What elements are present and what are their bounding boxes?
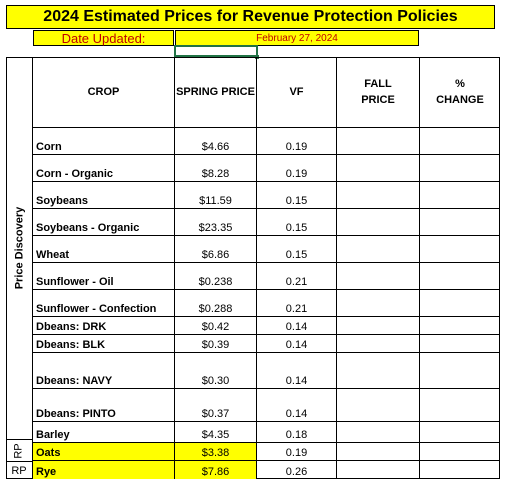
- spring-price-cell[interactable]: $0.30: [175, 353, 257, 389]
- crop-cell[interactable]: Barley: [33, 422, 175, 443]
- price-discovery-text: Price Discovery: [13, 206, 26, 290]
- vf-cell[interactable]: 0.14: [257, 335, 337, 353]
- spring-price-cell[interactable]: $0.288: [175, 290, 257, 317]
- vf-cell[interactable]: 0.14: [257, 389, 337, 422]
- percent-change-cell[interactable]: [420, 335, 500, 353]
- percent-change-cell[interactable]: [420, 128, 500, 155]
- vf-cell[interactable]: 0.18: [257, 422, 337, 443]
- fall-price-cell[interactable]: [337, 353, 420, 389]
- vf-cell[interactable]: 0.14: [257, 317, 337, 335]
- percent-change-cell[interactable]: [420, 263, 500, 290]
- percent-change-cell[interactable]: [420, 461, 500, 479]
- vf-cell[interactable]: 0.21: [257, 290, 337, 317]
- rp-label-rye: RP: [6, 461, 33, 479]
- selected-cell[interactable]: [174, 45, 258, 57]
- vf-cell[interactable]: 0.19: [257, 128, 337, 155]
- fall-price-cell[interactable]: [337, 317, 420, 335]
- spring-price-cell[interactable]: $11.59: [175, 182, 257, 209]
- crop-cell[interactable]: Corn - Organic: [33, 155, 175, 182]
- header-crop-text: CROP: [87, 86, 120, 98]
- fall-price-cell[interactable]: [337, 209, 420, 236]
- spring-price-cell[interactable]: $7.86: [175, 461, 257, 479]
- header-percent-change[interactable]: % CHANGE: [420, 57, 500, 128]
- vf-cell[interactable]: 0.15: [257, 182, 337, 209]
- percent-change-cell[interactable]: [420, 317, 500, 335]
- header-fall-line2: PRICE: [361, 94, 395, 106]
- crop-cell[interactable]: Dbeans: BLK: [33, 335, 175, 353]
- header-spring-text: SPRING PRICE: [176, 86, 255, 98]
- percent-change-cell[interactable]: [420, 353, 500, 389]
- spring-price-cell[interactable]: $3.38: [175, 443, 257, 461]
- fall-price-cell[interactable]: [337, 236, 420, 263]
- percent-change-cell[interactable]: [420, 236, 500, 263]
- fall-price-cell[interactable]: [337, 128, 420, 155]
- crop-cell[interactable]: Soybeans - Organic: [33, 209, 175, 236]
- fall-price-cell[interactable]: [337, 182, 420, 209]
- percent-change-cell[interactable]: [420, 209, 500, 236]
- date-updated-value[interactable]: February 27, 2024: [175, 30, 419, 46]
- crop-cell[interactable]: Sunflower - Oil: [33, 263, 175, 290]
- crop-cell[interactable]: Dbeans: NAVY: [33, 353, 175, 389]
- vf-cell[interactable]: 0.19: [257, 443, 337, 461]
- vf-cell[interactable]: 0.15: [257, 209, 337, 236]
- crop-cell[interactable]: Oats: [33, 443, 175, 461]
- fall-price-cell[interactable]: [337, 335, 420, 353]
- fall-price-cell[interactable]: [337, 155, 420, 182]
- rp-text-oats: RP: [13, 442, 25, 459]
- fall-price-cell[interactable]: [337, 443, 420, 461]
- vf-cell[interactable]: 0.21: [257, 263, 337, 290]
- header-change-line2: CHANGE: [436, 94, 484, 106]
- spring-price-cell[interactable]: $0.42: [175, 317, 257, 335]
- crop-cell[interactable]: Wheat: [33, 236, 175, 263]
- percent-change-cell[interactable]: [420, 389, 500, 422]
- fall-price-cell[interactable]: [337, 461, 420, 479]
- spring-price-cell[interactable]: $6.86: [175, 236, 257, 263]
- crop-cell[interactable]: Soybeans: [33, 182, 175, 209]
- crop-cell[interactable]: Sunflower - Confection: [33, 290, 175, 317]
- vf-cell[interactable]: 0.26: [257, 461, 337, 479]
- spring-price-cell[interactable]: $0.39: [175, 335, 257, 353]
- crop-cell[interactable]: Rye: [33, 461, 175, 479]
- rp-text-rye: RP: [11, 464, 27, 477]
- vf-cell[interactable]: 0.14: [257, 353, 337, 389]
- price-discovery-label: Price Discovery: [6, 57, 33, 439]
- fall-price-cell[interactable]: [337, 422, 420, 443]
- rp-label-oats: RP: [6, 439, 33, 461]
- header-fall-price[interactable]: FALL PRICE: [337, 57, 420, 128]
- spring-price-cell[interactable]: $0.238: [175, 263, 257, 290]
- header-spring-price[interactable]: SPRING PRICE: [175, 57, 257, 128]
- spring-price-cell[interactable]: $23.35: [175, 209, 257, 236]
- header-fall-line1: FALL: [364, 78, 392, 90]
- vf-cell[interactable]: 0.15: [257, 236, 337, 263]
- spring-price-cell[interactable]: $4.35: [175, 422, 257, 443]
- percent-change-cell[interactable]: [420, 422, 500, 443]
- header-vf-text: VF: [289, 86, 304, 98]
- spring-price-cell[interactable]: $8.28: [175, 155, 257, 182]
- header-vf[interactable]: VF: [257, 57, 337, 128]
- fall-price-cell[interactable]: [337, 290, 420, 317]
- percent-change-cell[interactable]: [420, 290, 500, 317]
- sheet-title: 2024 Estimated Prices for Revenue Protec…: [6, 5, 495, 29]
- side-column: [6, 57, 33, 439]
- spring-price-cell[interactable]: $0.37: [175, 389, 257, 422]
- percent-change-cell[interactable]: [420, 443, 500, 461]
- crop-cell[interactable]: Dbeans: DRK: [33, 317, 175, 335]
- date-updated-label: Date Updated:: [33, 30, 174, 46]
- crop-cell[interactable]: Corn: [33, 128, 175, 155]
- header-crop[interactable]: CROP: [33, 57, 175, 128]
- fall-price-cell[interactable]: [337, 389, 420, 422]
- percent-change-cell[interactable]: [420, 155, 500, 182]
- vf-cell[interactable]: 0.19: [257, 155, 337, 182]
- crop-cell[interactable]: Dbeans: PINTO: [33, 389, 175, 422]
- spring-price-cell[interactable]: $4.66: [175, 128, 257, 155]
- fall-price-cell[interactable]: [337, 263, 420, 290]
- header-change-line1: %: [455, 78, 465, 90]
- percent-change-cell[interactable]: [420, 182, 500, 209]
